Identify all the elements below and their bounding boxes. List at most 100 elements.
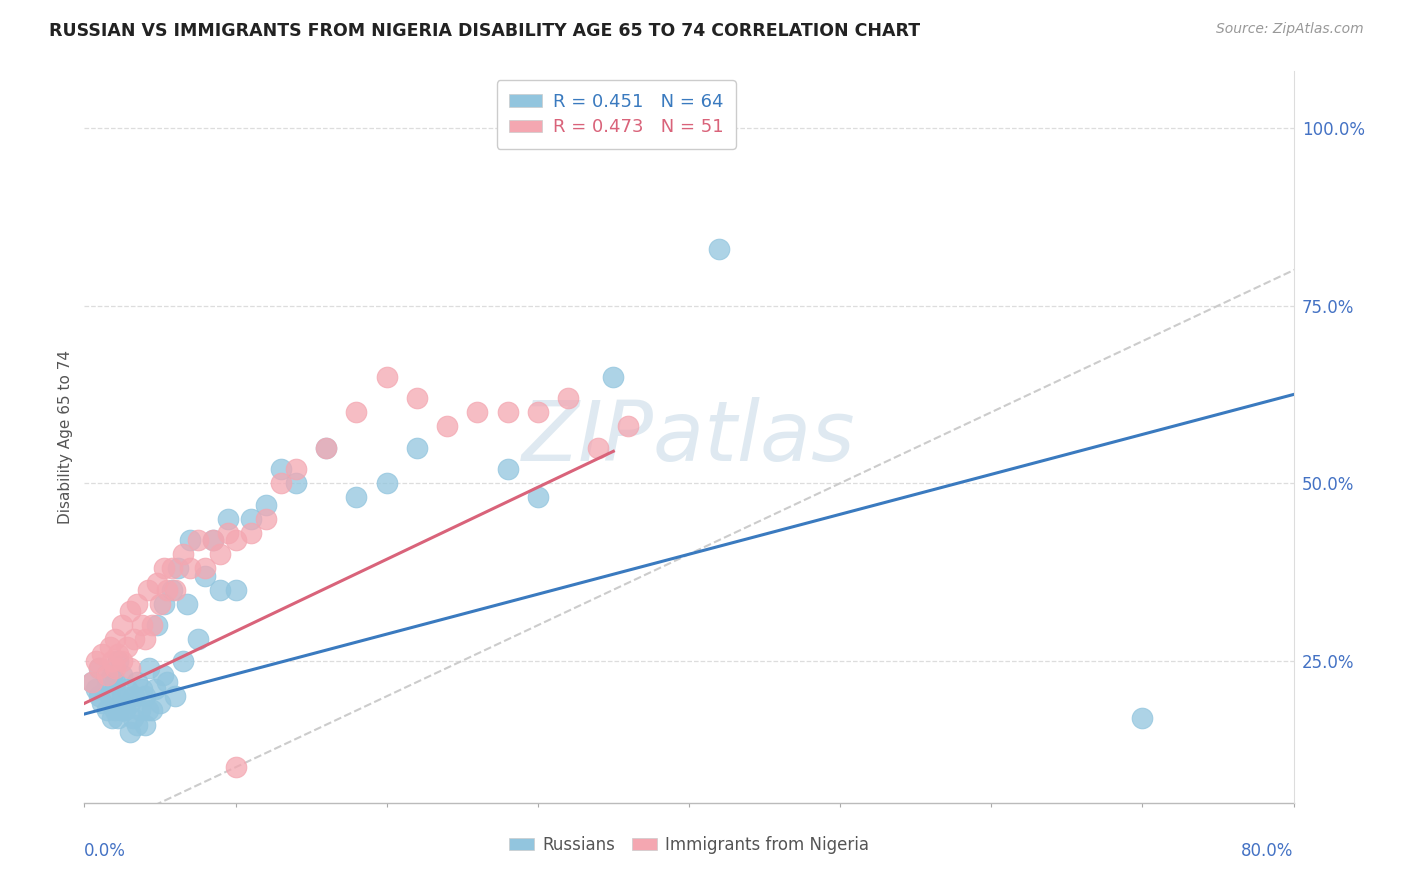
Point (346, 491, 368, 505)
Point (111, 668, 134, 682)
Point (80, 675, 103, 690)
Point (127, 675, 149, 690)
Point (167, 561, 190, 575)
Point (127, 597, 149, 611)
Point (111, 704, 134, 718)
Point (146, 618, 169, 632)
Text: RUSSIAN VS IMMIGRANTS FROM NIGERIA DISABILITY AGE 65 TO 74 CORRELATION CHART: RUSSIAN VS IMMIGRANTS FROM NIGERIA DISAB… (49, 22, 921, 40)
Text: 0.0%: 0.0% (84, 842, 127, 860)
Point (160, 561, 183, 575)
Point (96, 675, 118, 690)
Point (146, 575, 169, 590)
Point (131, 618, 153, 632)
Point (129, 704, 152, 718)
Point (588, 441, 610, 455)
Point (149, 697, 172, 711)
Point (239, 525, 262, 540)
Point (114, 704, 136, 718)
Point (375, 476, 398, 491)
Point (141, 618, 163, 632)
Point (131, 682, 153, 697)
Point (375, 369, 398, 384)
Point (136, 704, 159, 718)
Point (225, 760, 247, 774)
Point (104, 661, 127, 675)
Point (1130, 710, 1153, 724)
Point (270, 462, 292, 476)
Point (152, 668, 174, 682)
Point (527, 405, 550, 419)
Point (217, 512, 239, 526)
Text: 80.0%: 80.0% (1241, 842, 1294, 860)
Point (122, 632, 145, 647)
Point (176, 597, 198, 611)
Point (496, 462, 519, 476)
Point (194, 568, 217, 582)
Point (100, 654, 122, 668)
Point (557, 391, 579, 405)
Point (225, 582, 247, 597)
Point (194, 561, 217, 575)
Point (179, 533, 201, 547)
Point (165, 690, 187, 704)
Point (254, 512, 277, 526)
Point (285, 476, 308, 491)
Text: ZIPatlas: ZIPatlas (522, 397, 856, 477)
Point (239, 512, 262, 526)
Point (111, 618, 134, 632)
Point (217, 525, 239, 540)
Point (115, 640, 138, 654)
Point (709, 242, 731, 256)
Point (602, 369, 624, 384)
Point (134, 717, 156, 731)
Point (406, 441, 429, 455)
Point (104, 632, 127, 647)
Point (172, 547, 194, 561)
Point (617, 419, 640, 434)
Point (80, 675, 103, 690)
Point (270, 476, 292, 491)
Point (100, 710, 122, 724)
Point (467, 405, 489, 419)
Point (89, 690, 111, 704)
Point (315, 441, 337, 455)
Point (98, 690, 121, 704)
Point (134, 632, 156, 647)
Point (285, 462, 308, 476)
Point (346, 405, 368, 419)
Point (225, 533, 247, 547)
Point (406, 391, 429, 405)
Point (145, 682, 167, 697)
Point (118, 697, 141, 711)
Point (104, 675, 127, 690)
Point (118, 724, 141, 739)
Point (153, 561, 176, 575)
Point (89, 661, 111, 675)
Point (160, 582, 183, 597)
Point (107, 654, 129, 668)
Point (141, 704, 163, 718)
Point (209, 582, 232, 597)
Point (91, 647, 114, 661)
Point (201, 533, 224, 547)
Point (89, 661, 111, 675)
Point (111, 654, 134, 668)
Point (165, 582, 187, 597)
Text: Source: ZipAtlas.com: Source: ZipAtlas.com (1216, 22, 1364, 37)
Point (98, 640, 121, 654)
Point (187, 632, 209, 647)
Point (136, 582, 159, 597)
Point (496, 405, 519, 419)
Point (127, 717, 149, 731)
Point (111, 690, 134, 704)
Point (91, 697, 114, 711)
Point (86, 682, 108, 697)
Point (153, 597, 176, 611)
Legend: Russians, Immigrants from Nigeria: Russians, Immigrants from Nigeria (502, 829, 876, 860)
Point (179, 561, 201, 575)
Point (107, 690, 129, 704)
Point (315, 441, 337, 455)
Point (156, 675, 179, 690)
Point (115, 682, 138, 697)
Point (107, 647, 129, 661)
